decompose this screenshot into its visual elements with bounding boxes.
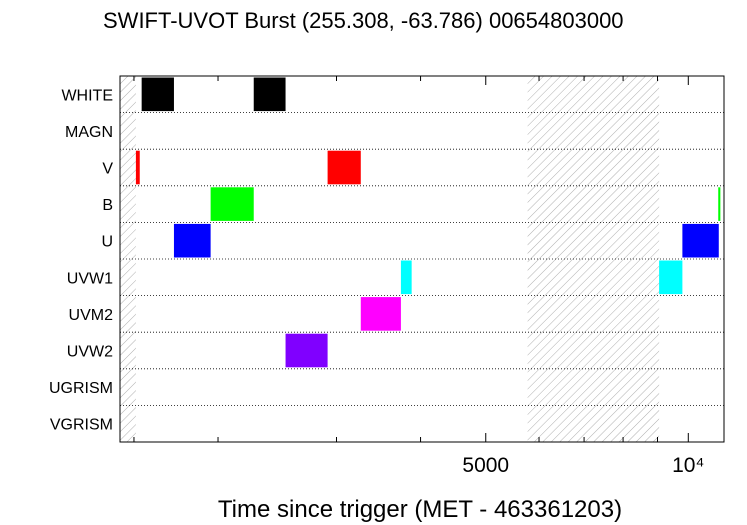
plot-frame bbox=[119, 75, 725, 443]
exposure-bar-uvw1 bbox=[400, 260, 412, 295]
hatched-region-1 bbox=[120, 76, 136, 442]
hatched-regions bbox=[120, 76, 660, 442]
chart-title: SWIFT-UVOT Burst (255.308, -63.786) 0065… bbox=[103, 8, 624, 33]
category-label-u: U bbox=[101, 234, 113, 251]
category-label-vgrism: VGRISM bbox=[50, 417, 113, 434]
exposure-bar-b bbox=[210, 187, 254, 221]
exposure-bar-white bbox=[253, 77, 286, 112]
exposure-bar-u bbox=[682, 223, 719, 258]
exposure-bar-b bbox=[718, 187, 721, 221]
exposure-bars bbox=[135, 77, 721, 368]
exposure-bar-white bbox=[141, 77, 174, 112]
x-tick-label-10000: 10⁴ bbox=[672, 454, 704, 477]
category-label-uvw2: UVW2 bbox=[67, 344, 113, 361]
category-labels: WHITE MAGN V B U UVW1 UVM2 UVW2 UGRISM VGRISM bbox=[49, 87, 113, 433]
exposure-bar-uvw1 bbox=[659, 260, 683, 295]
x-axis-label: Time since trigger (MET - 463361203) bbox=[217, 496, 623, 523]
category-label-v: V bbox=[102, 161, 113, 178]
x-axis-ticks: 5000 10⁴ bbox=[133, 76, 704, 477]
category-label-b: B bbox=[102, 197, 113, 214]
category-label-uvw1: UVW1 bbox=[67, 270, 113, 287]
category-label-uvm2: UVM2 bbox=[69, 307, 114, 324]
category-label-white: WHITE bbox=[61, 87, 113, 104]
category-label-ugrism: UGRISM bbox=[49, 380, 113, 397]
category-label-magn: MAGN bbox=[65, 124, 113, 141]
exposure-bar-uvm2 bbox=[360, 297, 401, 331]
x-tick-label-5000: 5000 bbox=[462, 454, 509, 477]
exposure-bar-u bbox=[173, 223, 211, 258]
exposure-bar-v bbox=[327, 150, 361, 185]
exposure-bar-uvw2 bbox=[285, 333, 328, 368]
exposure-bar-v bbox=[135, 150, 140, 185]
